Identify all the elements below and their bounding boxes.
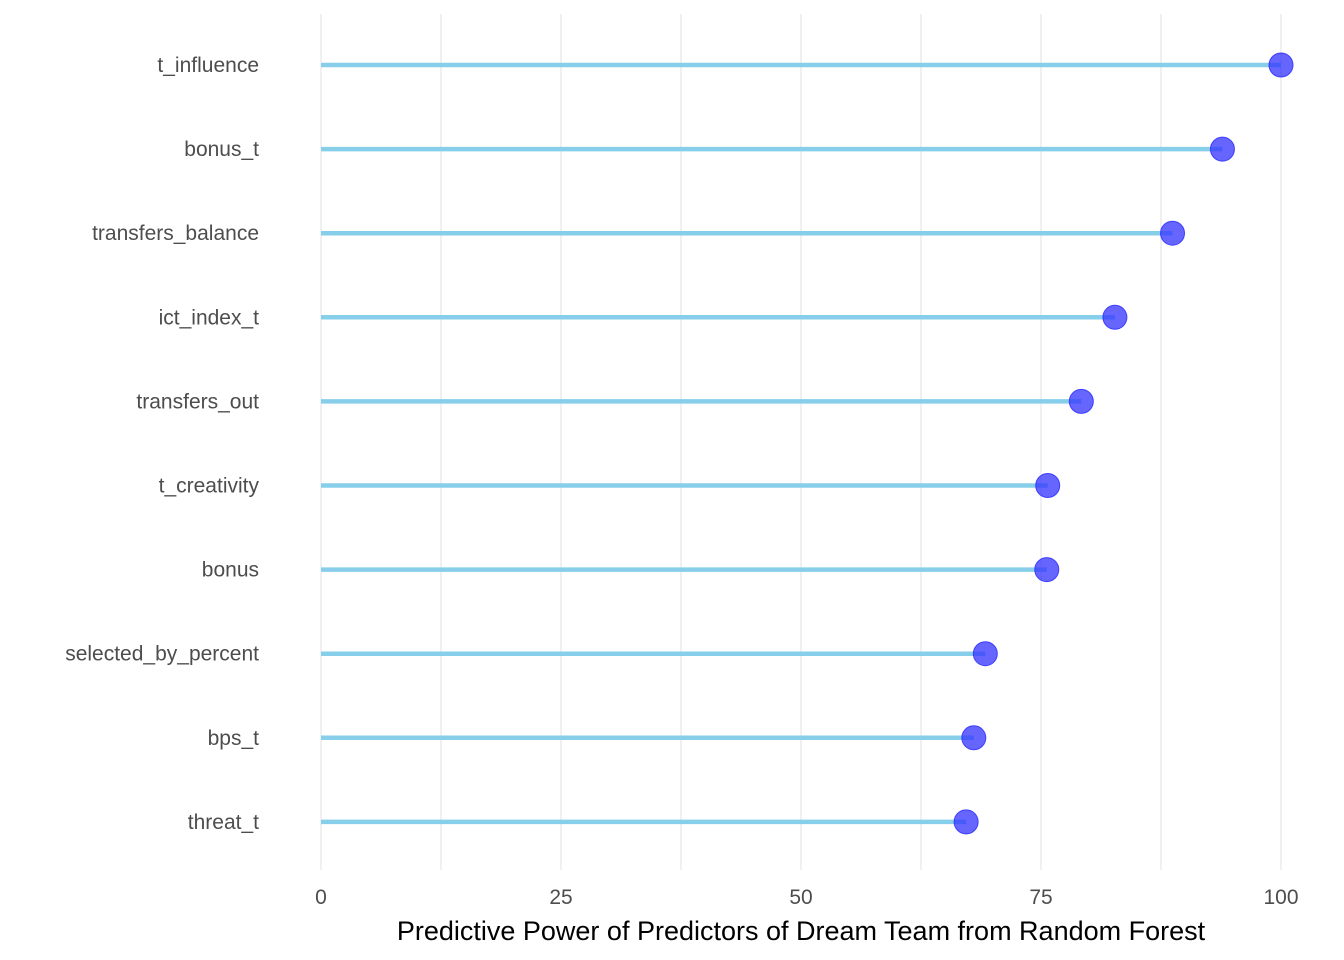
y-tick-label: transfers_balance bbox=[92, 222, 259, 245]
stems bbox=[321, 62, 1281, 825]
data-point bbox=[1268, 52, 1294, 78]
x-tick-label: 25 bbox=[549, 886, 572, 909]
y-tick-label: threat_t bbox=[188, 811, 259, 834]
y-tick-label: ict_index_t bbox=[159, 306, 260, 329]
x-tick-label: 50 bbox=[789, 886, 812, 909]
data-point bbox=[953, 809, 979, 835]
y-tick-label: t_creativity bbox=[159, 475, 260, 498]
x-tick-label: 75 bbox=[1029, 886, 1052, 909]
x-tick-label: 0 bbox=[315, 886, 327, 909]
data-point bbox=[1035, 473, 1061, 498]
y-tick-label: bonus_t bbox=[184, 138, 259, 161]
y-tick-label: selected_by_percent bbox=[65, 643, 259, 666]
y-tick-label: bps_t bbox=[208, 727, 260, 750]
data-point bbox=[972, 641, 998, 667]
y-tick-label: bonus bbox=[202, 559, 259, 582]
data-point bbox=[1102, 304, 1128, 330]
x-tick-labels: 0 25 50 75 100 bbox=[315, 886, 1298, 909]
y-tick-label: transfers_out bbox=[136, 390, 259, 413]
data-point bbox=[1068, 388, 1094, 414]
grid-lines bbox=[320, 14, 1282, 870]
x-tick-label: 100 bbox=[1263, 886, 1298, 909]
x-axis-label: Predictive Power of Predictors of Dream … bbox=[397, 916, 1206, 946]
data-point bbox=[961, 725, 987, 751]
points bbox=[953, 52, 1294, 835]
data-point bbox=[1034, 557, 1060, 583]
y-tick-label: t_influence bbox=[157, 54, 259, 77]
y-tick-labels: t_influence bonus_t transfers_balance ict_i… bbox=[65, 54, 259, 834]
data-point bbox=[1209, 136, 1235, 162]
data-point bbox=[1160, 220, 1186, 246]
